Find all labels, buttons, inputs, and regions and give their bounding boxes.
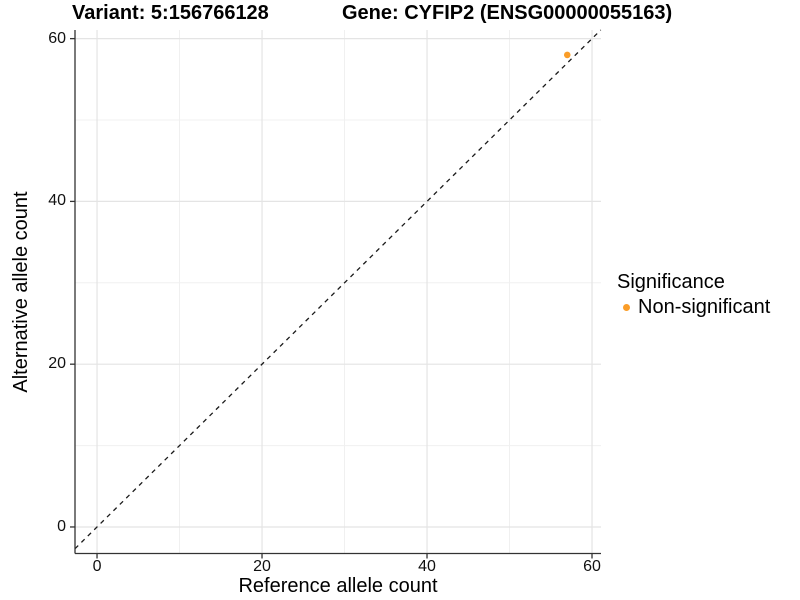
x-tick-label: 20 bbox=[253, 558, 271, 575]
y-tick-label: 60 bbox=[48, 29, 66, 47]
x-tick-label: 60 bbox=[583, 558, 601, 575]
x-tick-label: 40 bbox=[418, 558, 436, 575]
x-axis-title: Reference allele count bbox=[238, 575, 438, 597]
data-point bbox=[563, 51, 571, 59]
legend-title: Significance bbox=[617, 271, 725, 293]
y-tick-label: 40 bbox=[48, 192, 66, 210]
y-tick-label: 20 bbox=[48, 355, 66, 373]
y-axis-title: Alternative allele count bbox=[10, 191, 32, 393]
y-tick-label: 0 bbox=[57, 517, 66, 535]
plot-title-gene: Gene: CYFIP2 (ENSG00000055163) bbox=[342, 2, 673, 24]
plot-title-variant: Variant: 5:156766128 bbox=[72, 2, 269, 24]
identity-line bbox=[74, 29, 602, 550]
legend-entry: Non-significant bbox=[617, 296, 770, 318]
legend-entry-label: Non-significant bbox=[638, 296, 771, 318]
legend-entries: Non-significant bbox=[617, 296, 770, 318]
legend: Significance Non-significant bbox=[617, 271, 770, 318]
legend-key-dot-icon bbox=[623, 303, 630, 311]
x-tick-label: 0 bbox=[92, 558, 102, 575]
